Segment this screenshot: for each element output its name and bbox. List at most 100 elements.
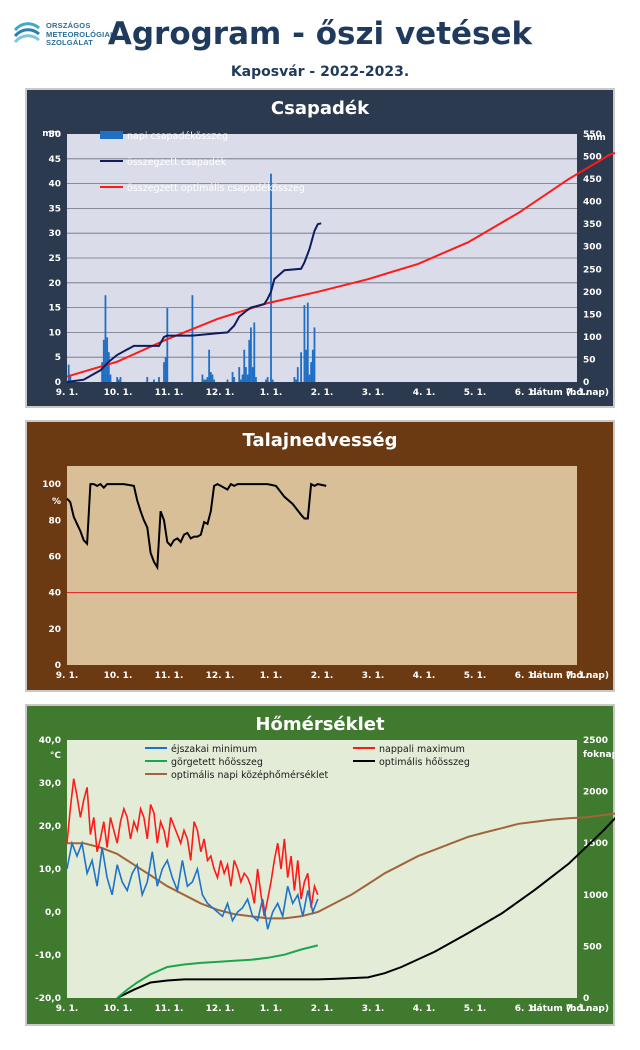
rolling-heat-sum-line <box>116 944 319 999</box>
precip-bar <box>213 379 216 382</box>
precip-bar <box>300 352 302 382</box>
tmin-line <box>66 840 319 930</box>
y-tick-right: 100 <box>583 333 602 343</box>
precip-bar <box>102 339 105 382</box>
y-unit-right: mm <box>587 133 606 143</box>
y-tick-left: 5 <box>55 353 61 363</box>
x-tick-label: 5. 1. <box>464 388 487 398</box>
legend-label: napi csapadékösszeg <box>127 131 228 142</box>
y-tick-left: 80 <box>48 516 61 526</box>
x-tick-label: 6. 1. <box>515 388 538 398</box>
precip-bar <box>266 377 269 382</box>
logo-line: SZOLGÁLAT <box>46 38 94 47</box>
legend-swatch <box>100 131 123 139</box>
x-tick-label: 3. 1. <box>362 1004 385 1014</box>
precip-bar <box>203 379 206 382</box>
x-tick-label: 1. 1. <box>260 1004 283 1014</box>
x-tick-label: 4. 1. <box>413 1004 436 1014</box>
soil-moisture-line <box>66 482 327 571</box>
y-tick-left: 40 <box>48 589 61 599</box>
precip-bar <box>211 374 214 382</box>
precip-bar <box>241 374 244 382</box>
precip-bar <box>206 377 209 382</box>
legend-label: összegzett optimális csapadékösszeg <box>127 183 305 194</box>
cumulative-precip-line <box>66 222 322 383</box>
precip-bar <box>164 357 167 382</box>
x-axis-label: dátum (hó.nap) <box>530 1003 609 1014</box>
y-tick-left: 15 <box>48 304 61 314</box>
precip-bar <box>313 327 316 382</box>
soil-moisture-chart: Talajnedvesség 0 20 40 60 80 100% 9. 1. 10. 1. 11… <box>25 420 615 692</box>
precip-bar <box>69 374 72 382</box>
x-tick-label: 3. 1. <box>362 388 385 398</box>
y-tick-left: 40 <box>48 180 61 190</box>
y-tick-right: 300 <box>583 243 602 253</box>
x-tick-label: 3. 1. <box>362 671 385 681</box>
x-tick-label: 11. 1. <box>155 671 184 681</box>
x-axis-label: dátum (hó.nap) <box>530 670 609 681</box>
y-tick-right: 2500 <box>583 736 608 746</box>
y-tick-right: 400 <box>583 198 602 208</box>
logo-mark-icon <box>13 22 40 44</box>
y-tick-right: 500 <box>583 153 602 163</box>
logo-text: ORSZÁGOS METEOROLÓGIAI SZOLGÁLAT <box>46 21 112 48</box>
y-tick-left: 20 <box>48 279 61 289</box>
precip-bar <box>251 367 254 382</box>
x-tick-label: 2. 1. <box>311 1004 334 1014</box>
y-tick-left: 10 <box>48 328 61 338</box>
precip-bar <box>191 295 194 382</box>
precip-bar <box>106 337 109 382</box>
y-tick-right: 0 <box>583 378 589 388</box>
y-tick-left: 0 <box>55 661 61 671</box>
chart-title: Csapadék <box>271 98 370 119</box>
precip-bar <box>255 377 257 382</box>
temperature-chart: Hőmérséklet -20,0 -10,0 0,0 10,0 20,0 30,0 40,0… <box>25 704 615 1026</box>
y-unit-left: mm <box>42 129 61 139</box>
y-tick-right: 50 <box>583 355 596 365</box>
precip-bar <box>101 362 104 382</box>
precip-bar <box>209 372 212 382</box>
y-tick-left: 50 <box>48 130 61 140</box>
precip-bar <box>208 349 211 382</box>
x-tick-label: 4. 1. <box>413 671 436 681</box>
page-subtitle: Kaposvár - 2022-2023. <box>230 64 410 80</box>
y-tick-right: 500 <box>583 942 602 952</box>
precip-bar <box>233 377 236 382</box>
plot-area <box>67 740 577 998</box>
chart-title: Talajnedvesség <box>243 430 398 451</box>
precip-bar <box>107 352 110 382</box>
tmax-line <box>66 778 319 917</box>
optimal-heat-sum-line <box>116 816 615 999</box>
y-tick-left: 40,0 <box>39 736 61 746</box>
precip-bar <box>310 362 313 382</box>
precip-bar <box>204 379 207 382</box>
header: ORSZÁGOS METEOROLÓGIAI SZOLGÁLAT Agrogra… <box>0 0 640 85</box>
x-tick-label: 1. 1. <box>260 671 283 681</box>
y-tick-right: 2000 <box>583 788 608 798</box>
y-tick-left: 20 <box>48 625 61 635</box>
precip-bar <box>238 367 241 382</box>
precip-bar <box>246 374 249 382</box>
precip-bar <box>243 349 246 382</box>
y-tick-left: 0,0 <box>45 908 61 918</box>
optimal-daily-mean-line <box>67 812 615 920</box>
precipitation-chart: Csapadék05101520253035404550050100150200… <box>25 88 615 408</box>
y-tick-left: 45 <box>48 155 61 165</box>
legend-label: éjszakai minimum <box>171 744 257 755</box>
x-tick-label: 9. 1. <box>56 671 79 681</box>
logo: ORSZÁGOS METEOROLÓGIAI SZOLGÁLAT <box>12 18 122 58</box>
x-tick-label: 10. 1. <box>104 1004 133 1014</box>
legend-label: optimális hőösszeg <box>379 757 470 768</box>
precip-bar <box>270 173 272 382</box>
x-axis-label: dátum (hó.nap) <box>530 387 609 398</box>
x-tick-label: 6. 1. <box>515 671 538 681</box>
legend-label: görgetett hőösszeg <box>171 757 263 768</box>
y-tick-left: 10,0 <box>39 865 61 875</box>
precip-bar <box>67 364 70 382</box>
legend-label: összegzett csapadék <box>127 157 227 168</box>
legend-label: nappali maximum <box>379 744 465 755</box>
y-unit-left: °C <box>50 751 62 761</box>
y-tick-right: 150 <box>583 310 602 320</box>
x-tick-label: 7. 1. <box>566 388 589 398</box>
y-tick-left: -10,0 <box>35 951 61 961</box>
